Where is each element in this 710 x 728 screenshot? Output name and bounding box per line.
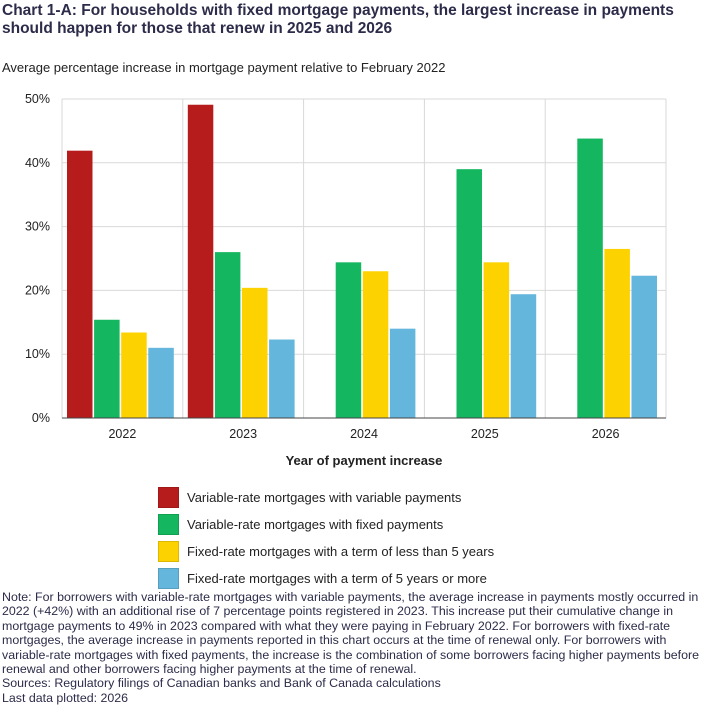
y-tick-label: 10% [25,347,50,361]
y-tick-label: 20% [25,283,50,297]
bar [214,252,241,418]
bar [94,319,120,418]
bar [389,328,416,418]
bar [148,347,174,418]
y-tick-label: 30% [25,220,50,234]
bar [604,248,630,418]
bar [577,138,603,418]
chart-subtitle: Average percentage increase in mortgage … [2,60,446,75]
x-tick-label: 2025 [471,427,499,441]
bar [187,104,214,418]
legend-label-variable-variable: Variable-rate mortgages with variable pa… [187,490,462,505]
bar [269,339,295,418]
legend-item-variable-fixed[interactable]: Variable-rate mortgages with fixed payme… [158,511,494,538]
bar [456,169,482,418]
sources-text: Sources: Regulatory filings of Canadian … [2,676,441,691]
legend-swatch-variable-variable [158,487,179,508]
y-tick-label: 0% [32,411,50,425]
legend-item-fixed-long[interactable]: Fixed-rate mortgages with a term of 5 ye… [158,565,494,592]
bar [67,150,93,418]
x-tick-label: 2022 [108,427,136,441]
bar [362,271,389,418]
legend-swatch-variable-fixed [158,514,179,535]
bar [121,332,147,418]
chart-legend: Variable-rate mortgages with variable pa… [158,484,494,592]
last-data-text: Last data plotted: 2026 [2,690,129,705]
bar [631,275,657,418]
x-tick-label: 2026 [592,427,620,441]
bar [483,262,510,418]
bar [335,262,362,418]
y-tick-label: 50% [25,92,50,106]
legend-item-fixed-short[interactable]: Fixed-rate mortgages with a term of less… [158,538,494,565]
x-tick-label: 2024 [350,427,378,441]
legend-swatch-fixed-long [158,568,179,589]
x-axis-title: Year of payment increase [286,453,443,468]
legend-swatch-fixed-short [158,541,179,562]
bar [510,294,537,418]
legend-item-variable-variable[interactable]: Variable-rate mortgages with variable pa… [158,484,494,511]
bar-chart: 0% 10% 20% 30% 40% 50% 2022 2023 2024 2025 2026 Yea… [25,92,667,468]
chart-title: Chart 1-A: For households with fixed mor… [2,2,674,37]
legend-label-fixed-short: Fixed-rate mortgages with a term of less… [187,544,495,559]
bar [242,287,268,418]
y-tick-label: 40% [25,156,50,170]
legend-label-variable-fixed: Variable-rate mortgages with fixed payme… [187,517,444,532]
legend-label-fixed-long: Fixed-rate mortgages with a term of 5 ye… [187,571,487,586]
x-tick-label: 2023 [229,427,257,441]
chart-notes: Note: For borrowers with variable-rate m… [2,590,708,705]
note-text: Note: For borrowers with variable-rate m… [2,590,699,677]
